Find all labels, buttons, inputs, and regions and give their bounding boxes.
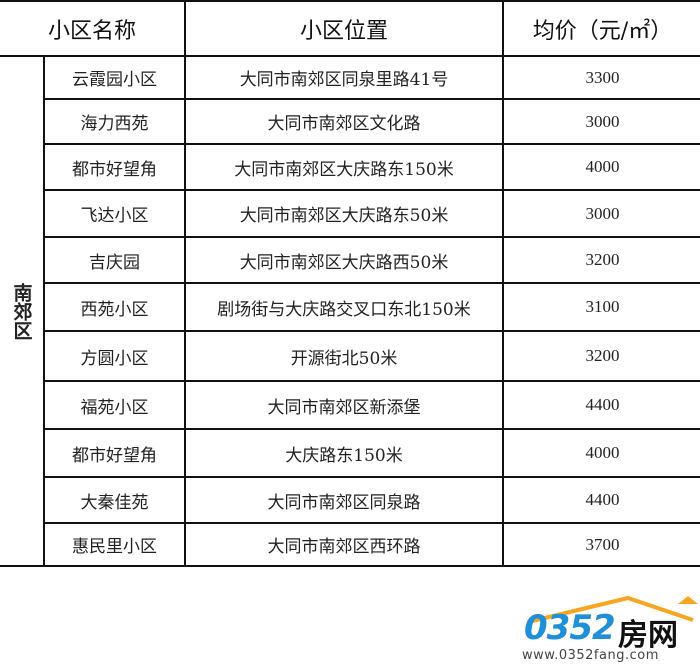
community-name: 大秦佳苑 [42,476,187,524]
brand-number: 0352 [524,608,616,648]
community-location: 大同市南郊区大庆路东50米 [184,189,505,238]
header-location: 小区位置 [184,0,505,57]
community-location: 大同市南郊区文化路 [184,98,505,145]
community-price: 3000 [502,98,700,145]
table-row: 惠民里小区 大同市南郊区西环路 3700 [0,522,700,567]
header-name: 小区名称 [0,0,187,57]
table-row: 都市好望角 大同市南郊区大庆路东150米 4000 [0,143,700,191]
community-name: 云霞园小区 [42,55,187,100]
table-row: 飞达小区 大同市南郊区大庆路东50米 3000 [0,189,700,238]
community-location: 开源街北50米 [184,330,505,382]
community-location: 大同市南郊区同泉路 [184,476,505,524]
community-location: 大同市南郊区大庆路西50米 [184,236,505,284]
watermark-logo: 0352 房网 www.0352fang.com [518,590,698,665]
brand-text: 房网 [618,618,678,653]
community-price: 3200 [502,236,700,284]
community-price: 3200 [502,330,700,382]
table-row: 吉庆园 大同市南郊区大庆路西50米 3200 [0,236,700,284]
community-location: 大庆路东150米 [184,428,505,478]
district-cell: 南郊区 [0,55,45,567]
community-price: 3100 [502,282,700,332]
community-price: 3300 [502,55,700,100]
table-row: 福苑小区 大同市南郊区新添堡 4400 [0,380,700,430]
brand-url: www.0352fang.com [522,648,659,663]
community-name: 飞达小区 [42,189,187,238]
header-price: 均价（元/㎡） [502,0,700,57]
community-price: 4000 [502,428,700,478]
community-price: 4400 [502,476,700,524]
table-row: 都市好望角 大庆路东150米 4000 [0,428,700,478]
community-price: 3700 [502,522,700,567]
community-name: 都市好望角 [42,428,187,478]
table-row: 海力西苑 大同市南郊区文化路 3000 [0,98,700,145]
community-price: 4000 [502,143,700,191]
header-row: 小区名称 小区位置 均价（元/㎡） [0,0,700,57]
community-name: 都市好望角 [42,143,187,191]
community-location: 大同市南郊区大庆路东150米 [184,143,505,191]
community-location: 剧场街与大庆路交叉口东北150米 [184,282,505,332]
community-name: 惠民里小区 [42,522,187,567]
table-row: 方圆小区 开源街北50米 3200 [0,330,700,382]
table-row: 大秦佳苑 大同市南郊区同泉路 4400 [0,476,700,524]
table-row: 南郊区 云霞园小区 大同市南郊区同泉里路41号 3300 [0,55,700,567]
roof-icon [527,595,698,624]
community-price: 3000 [502,189,700,238]
community-name: 海力西苑 [42,98,187,145]
community-location: 大同市南郊区西环路 [184,522,505,567]
community-price: 4400 [502,380,700,430]
community-location: 大同市南郊区同泉里路41号 [184,55,505,100]
community-name: 西苑小区 [42,282,187,332]
price-table: 小区名称 小区位置 均价（元/㎡） 南郊区 云霞园小区 大同市南郊区同泉里路41号 3… [0,0,700,567]
community-location: 大同市南郊区新添堡 [184,380,505,430]
community-name: 吉庆园 [42,236,187,284]
community-name: 方圆小区 [42,330,187,382]
community-name: 福苑小区 [42,380,187,430]
table-row: 西苑小区 剧场街与大庆路交叉口东北150米 3100 [0,282,700,332]
